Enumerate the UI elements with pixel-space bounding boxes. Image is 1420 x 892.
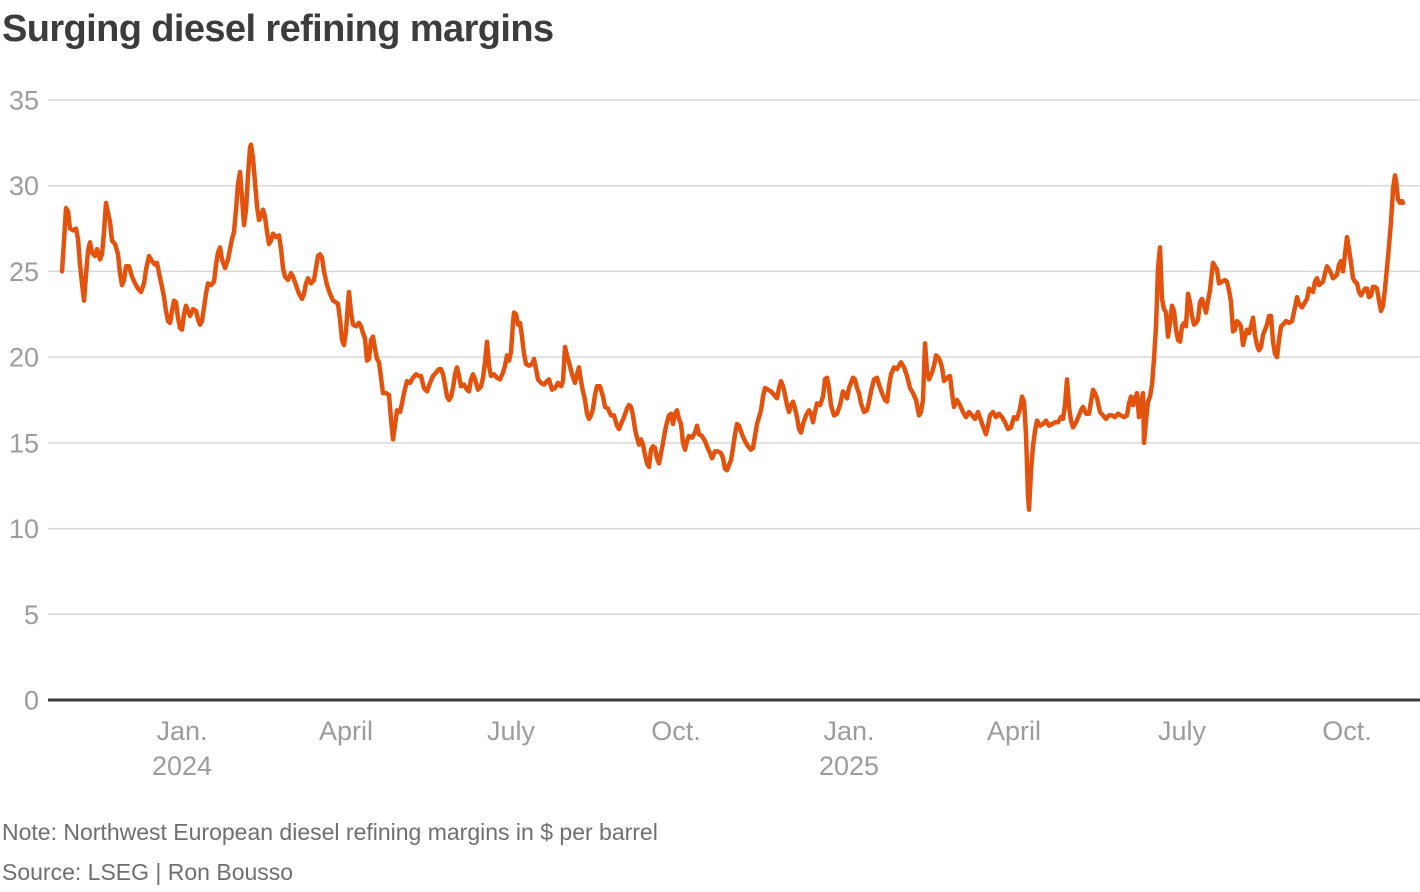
x-tick-label-5: April <box>987 716 1041 746</box>
x-tick-label-3: Oct. <box>651 716 701 746</box>
y-tick-label-5: 5 <box>24 600 39 630</box>
chart-title: Surging diesel refining margins <box>2 8 554 50</box>
x-tick-label-2: July <box>487 716 536 746</box>
chart-source: Source: LSEG | Ron Bousso <box>2 859 294 885</box>
y-tick-label-15: 15 <box>9 428 39 458</box>
chart-note: Note: Northwest European diesel refining… <box>2 819 658 845</box>
x-tick-label-4: Jan. <box>823 716 874 746</box>
x-tick-label-0: Jan. <box>156 716 207 746</box>
y-tick-label-20: 20 <box>9 343 39 373</box>
x-tick-label-1: April <box>319 716 373 746</box>
y-tick-label-35: 35 <box>9 86 39 116</box>
margin-line-series <box>59 142 1406 512</box>
y-tick-label-25: 25 <box>9 257 39 287</box>
y-tick-label-10: 10 <box>9 514 39 544</box>
x-tick-year-2025: 2025 <box>819 751 879 781</box>
x-tick-label-6: July <box>1158 716 1207 746</box>
y-tick-label-0: 0 <box>24 686 39 716</box>
x-tick-label-7: Oct. <box>1322 716 1372 746</box>
y-tick-label-30: 30 <box>9 171 39 201</box>
x-tick-year-2024: 2024 <box>152 751 212 781</box>
